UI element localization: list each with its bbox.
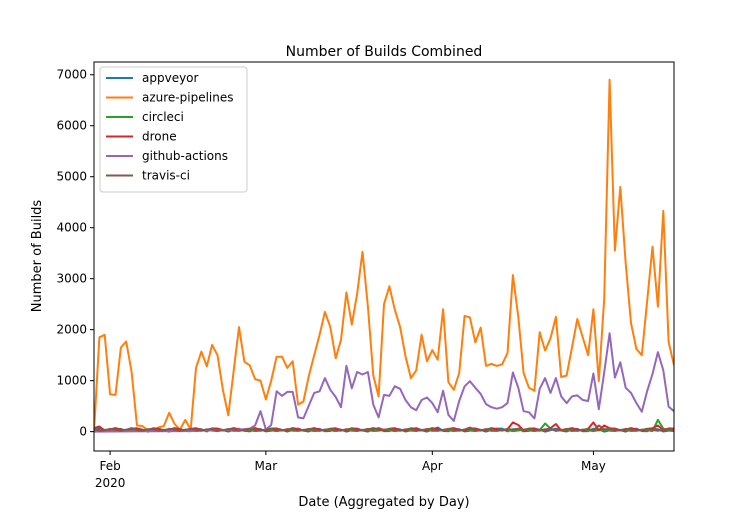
- y-tick-label: 0: [79, 425, 87, 439]
- legend-box: [99, 66, 248, 193]
- chart-title: Number of Builds Combined: [286, 44, 483, 60]
- legend: appveyor azure-pipelines circleci drone gith…: [99, 66, 248, 193]
- y-axis-ticks: 0 1000 2000 3000 4000 5000 6000 7000: [56, 68, 94, 439]
- legend-label-github-actions: github-actions: [142, 149, 228, 163]
- legend-label-travis-ci: travis-ci: [142, 169, 190, 183]
- y-tick-label: 4000: [56, 221, 87, 235]
- y-tick-label: 1000: [56, 374, 87, 388]
- series-lines: [94, 78, 674, 433]
- x-tick-label: Mar: [255, 459, 278, 473]
- y-tick-label: 6000: [56, 119, 87, 133]
- x-tick-label: Apr: [422, 459, 443, 473]
- y-tick-label: 3000: [56, 272, 87, 286]
- x-axis-ticks: Feb 2020 Mar Apr May: [95, 451, 606, 490]
- y-tick-label: 5000: [56, 170, 87, 184]
- x-tick-label: May: [581, 459, 606, 473]
- x-tick-label: Feb: [99, 459, 120, 473]
- legend-label-circleci: circleci: [142, 110, 184, 124]
- y-tick-label: 2000: [56, 323, 87, 337]
- legend-label-azure-pipelines: azure-pipelines: [142, 91, 234, 105]
- y-axis-label: Number of Builds: [30, 200, 45, 313]
- y-tick-label: 7000: [56, 68, 87, 82]
- x-axis-label: Date (Aggregated by Day): [298, 495, 469, 510]
- legend-label-drone: drone: [142, 130, 177, 144]
- plot-frame: [93, 61, 675, 452]
- series-line-travis-ci: [94, 424, 674, 432]
- series-line-github-actions: [94, 332, 674, 433]
- x-tick-sublabel: 2020: [95, 476, 126, 490]
- legend-label-appveyor: appveyor: [142, 71, 199, 85]
